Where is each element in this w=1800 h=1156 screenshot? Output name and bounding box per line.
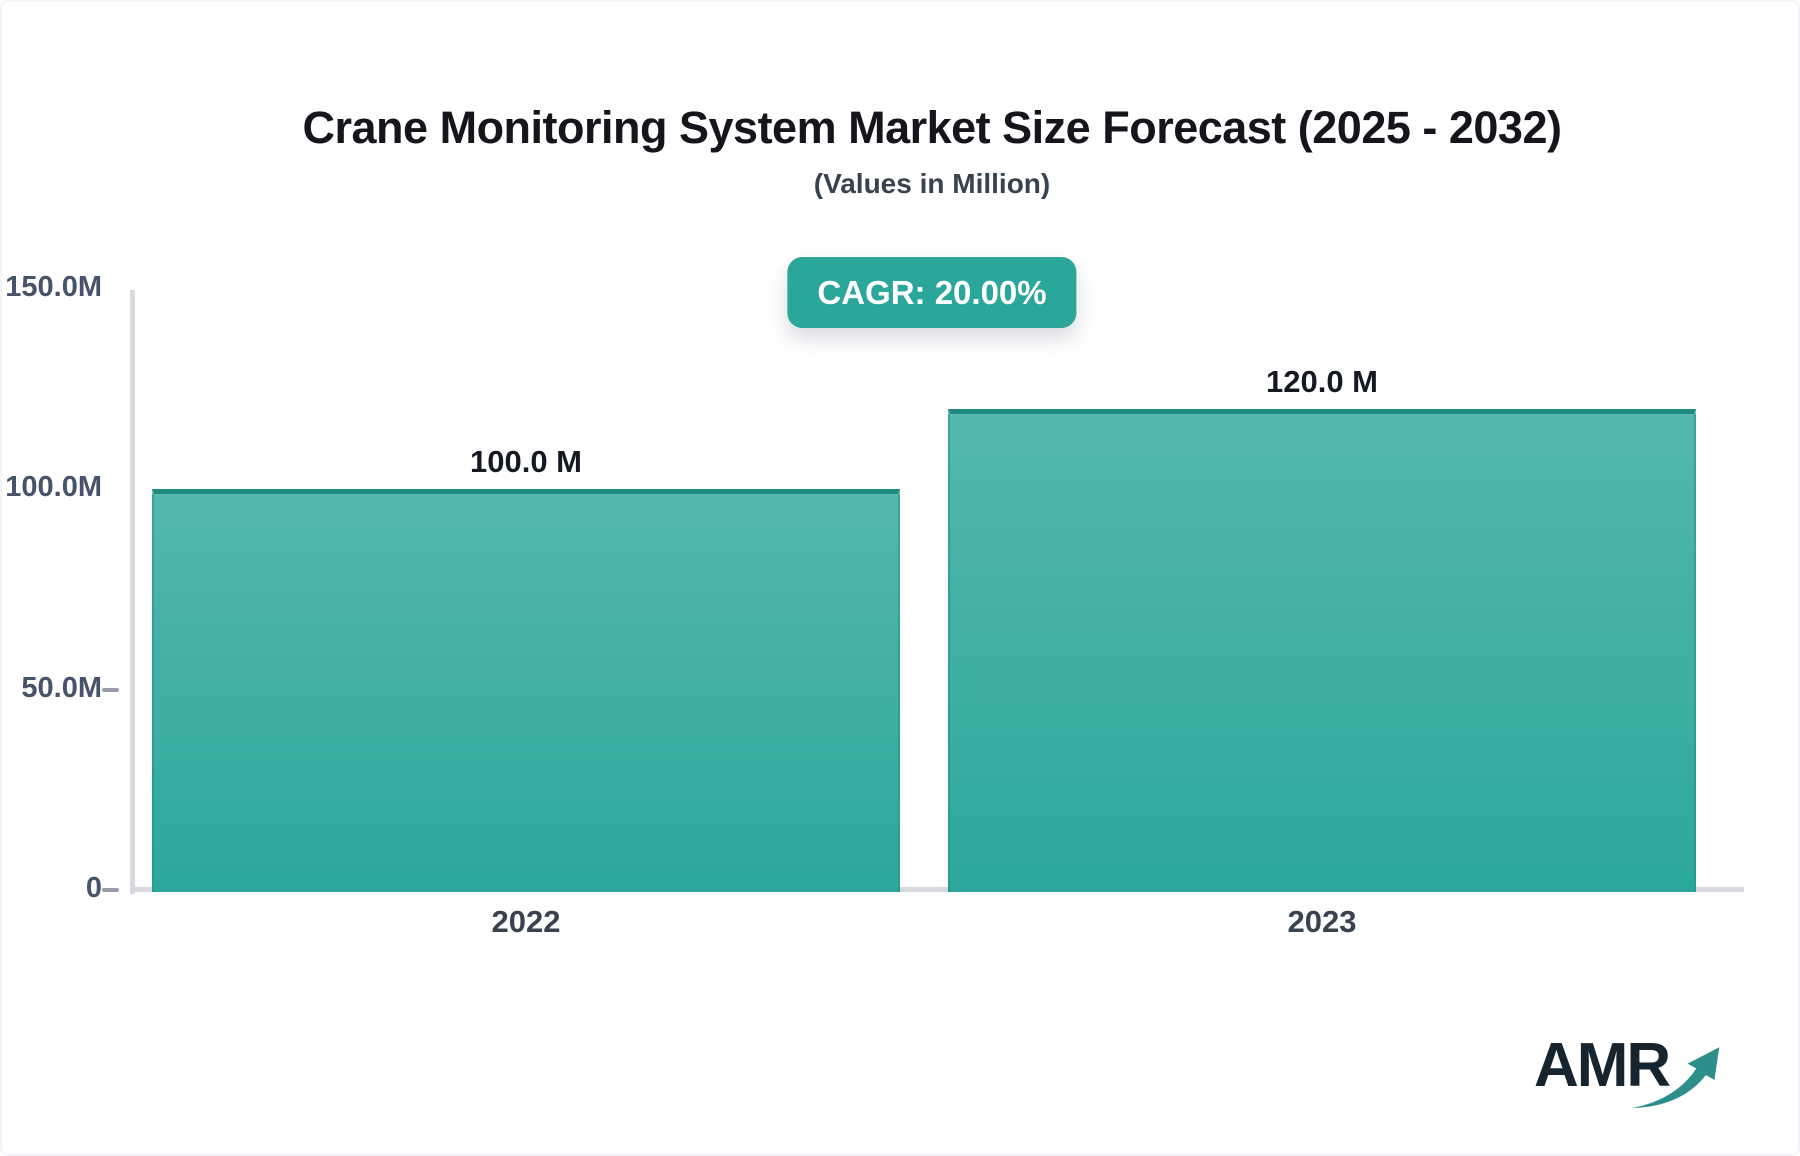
amr-logo-text: AMR (1534, 1031, 1671, 1100)
y-axis-tick-label: 150.0M (5, 271, 102, 303)
chart-title: Crane Monitoring System Market Size Fore… (302, 102, 1562, 153)
cagr-badge-label: CAGR: 20.00% (817, 274, 1047, 311)
y-axis-tick-label: 100.0M (5, 471, 102, 504)
bar-2022 (152, 489, 900, 892)
x-axis-line (130, 887, 1744, 892)
x-axis-label: 2022 (491, 904, 561, 939)
bar-value-label: 100.0 M (469, 444, 583, 480)
y-axis-tick-dash (102, 687, 119, 692)
growth-arrow-icon (1631, 1047, 1720, 1108)
bar-value-label: 120.0 M (1265, 364, 1379, 400)
cagr-badge: CAGR: 20.00% (787, 257, 1077, 328)
x-axis-label: 2023 (1287, 904, 1357, 939)
y-axis-tick-dash (102, 888, 119, 892)
amr-logo: AMR (1534, 1030, 1734, 1120)
y-axis-tick-label: 0 (85, 872, 102, 904)
chart-subtitle: (Values in Million) (813, 168, 1051, 199)
y-axis-line (130, 290, 135, 894)
y-axis-tick-label: 50.0M (21, 671, 102, 704)
bar-2023 (948, 409, 1696, 892)
